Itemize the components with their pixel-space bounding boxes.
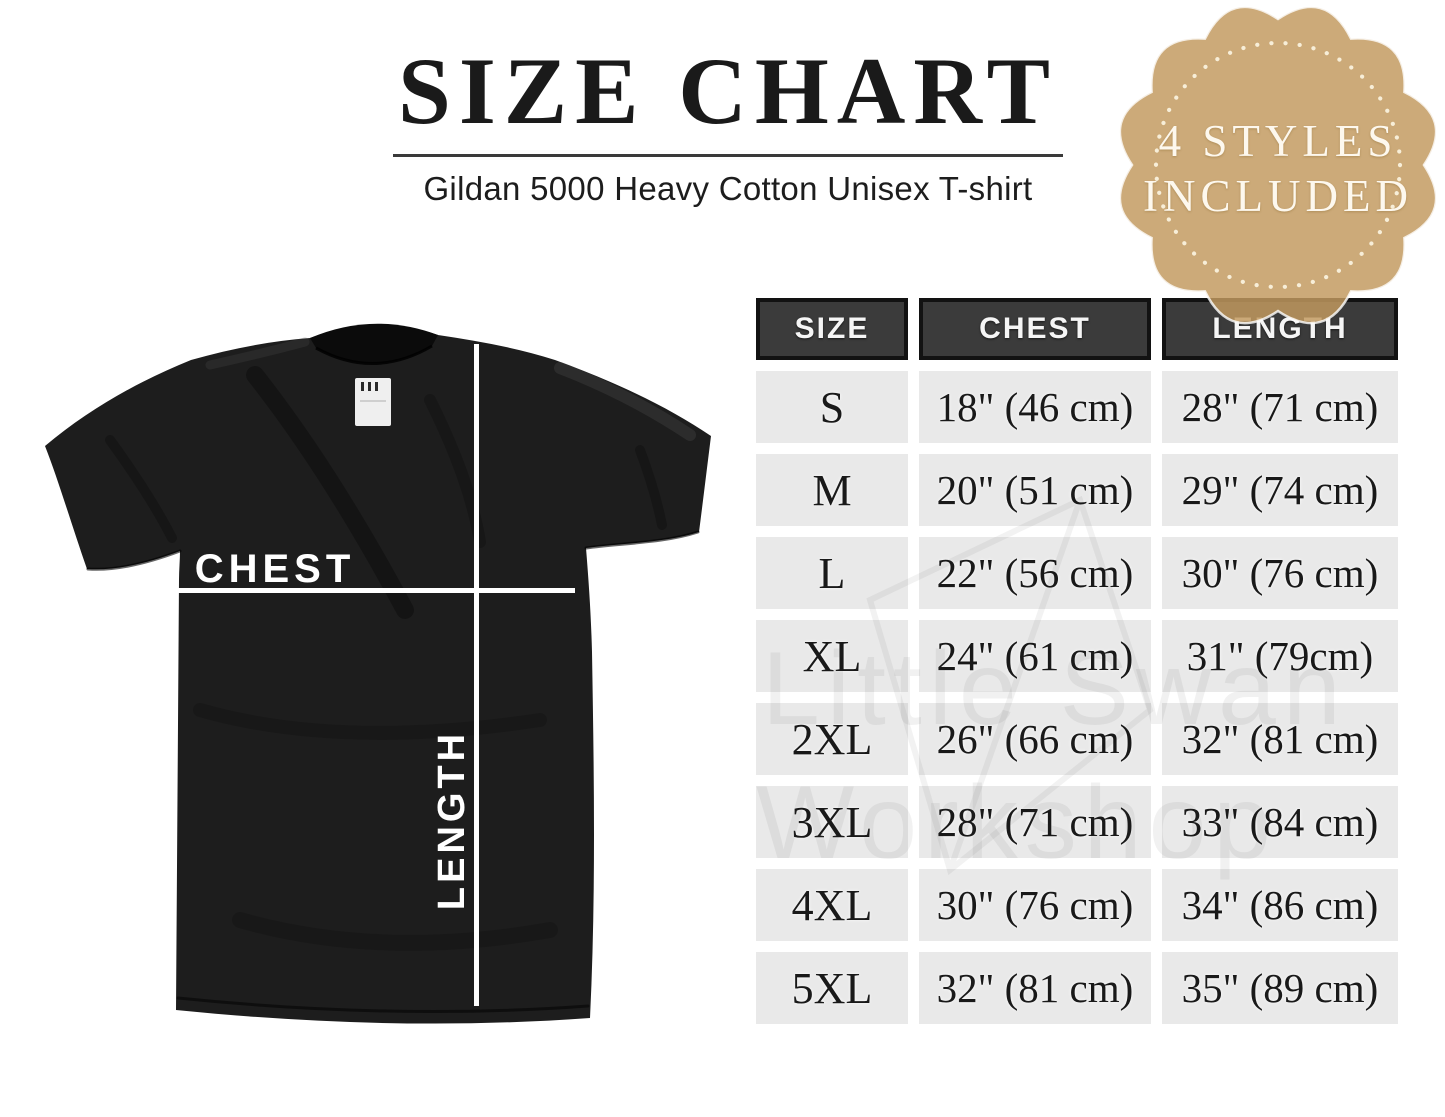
cell-chest: 22" (56 cm) [919, 537, 1151, 609]
header-cell-size: SIZE [756, 298, 908, 360]
cell-size: XL [756, 620, 908, 692]
badge-decoration-layer [1118, 5, 1438, 325]
cell-chest: 32" (81 cm) [919, 952, 1151, 1024]
badge-line-2: INCLUDED [1143, 171, 1413, 221]
cell-length: 34" (86 cm) [1162, 869, 1398, 941]
cell-chest: 28" (71 cm) [919, 786, 1151, 858]
badge-dotted-ring [1153, 40, 1403, 290]
cell-length: 30" (76 cm) [1162, 537, 1398, 609]
page-title: SIZE CHART [397, 38, 1059, 144]
cell-length: 35" (89 cm) [1162, 952, 1398, 1024]
cell-chest: 26" (66 cm) [919, 703, 1151, 775]
tshirt-collar [310, 323, 438, 364]
page-subtitle: Gildan 5000 Heavy Cotton Unisex T-shirt [423, 170, 1033, 207]
collar-seam [315, 344, 433, 365]
cell-length: 31" (79cm) [1162, 620, 1398, 692]
tshirt-illustration: CHEST LENGTH [45, 323, 711, 1024]
cell-length: 28" (71 cm) [1162, 371, 1398, 443]
fabric-wrinkles [86, 337, 700, 1014]
chest-measure-line [168, 588, 575, 593]
cell-size: M [756, 454, 908, 526]
title-block: SIZE CHART Gildan 5000 Heavy Cotton Unis… [393, 44, 1063, 208]
cell-size: 3XL [756, 786, 908, 858]
cell-length: 32" (81 cm) [1162, 703, 1398, 775]
badge-seal-layer [1119, 6, 1437, 324]
title-divider [393, 154, 1063, 157]
cell-chest: 24" (61 cm) [919, 620, 1151, 692]
cell-chest: 18" (46 cm) [919, 371, 1151, 443]
badge-seal [1119, 6, 1437, 324]
tshirt-diagram: CHEST LENGTH [0, 280, 740, 1080]
chest-label: CHEST [195, 547, 356, 591]
cell-chest: 20" (51 cm) [919, 454, 1151, 526]
styles-badge: 4 STYLES INCLUDED [1113, 0, 1443, 330]
neck-tag-marks [360, 382, 386, 402]
cell-size: 2XL [756, 703, 908, 775]
header-cell-chest: CHEST [919, 298, 1151, 360]
badge-text: 4 STYLES INCLUDED [1113, 4, 1443, 334]
size-table: SIZE CHEST LENGTH S 18" (46 cm) 28" (71 … [756, 298, 1399, 1024]
length-measure-line [474, 344, 479, 1006]
badge-outline [1118, 5, 1438, 325]
cell-size: 4XL [756, 869, 908, 941]
cell-chest: 30" (76 cm) [919, 869, 1151, 941]
length-label: LENGTH [431, 730, 473, 910]
badge-line-1: 4 STYLES [1158, 116, 1398, 166]
cell-size: L [756, 537, 908, 609]
cell-length: 29" (74 cm) [1162, 454, 1398, 526]
cell-length: 33" (84 cm) [1162, 786, 1398, 858]
cell-size: S [756, 371, 908, 443]
cell-size: 5XL [756, 952, 908, 1024]
tshirt-body [45, 324, 711, 1024]
